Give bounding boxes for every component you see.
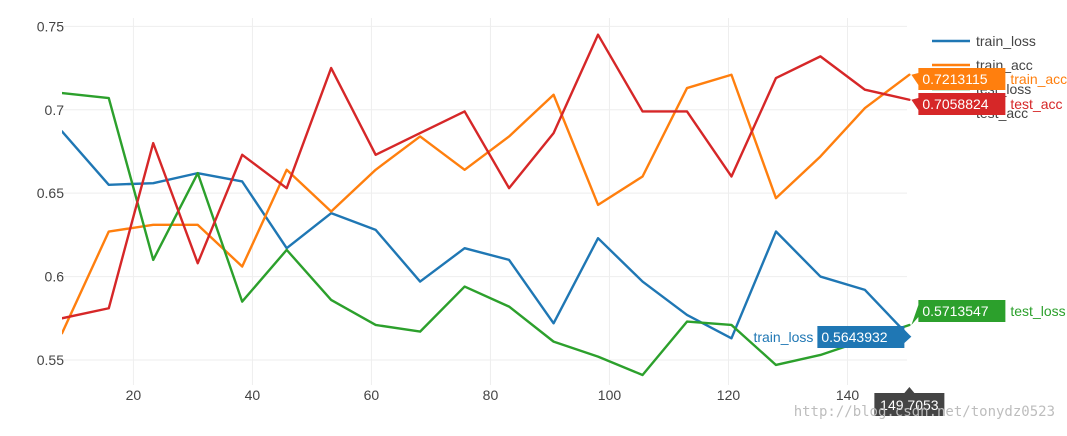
- hover-box: [911, 93, 1006, 115]
- y-tick-label: 0.6: [45, 269, 65, 285]
- y-tick-label: 0.65: [37, 185, 64, 201]
- hover-value: 0.5713547: [922, 303, 988, 319]
- series-line-test_loss[interactable]: [62, 91, 911, 377]
- hover-label-train_acc: 0.7213115 train_acc: [911, 68, 1067, 90]
- hover-label-test_loss: 0.5713547 test_loss: [911, 300, 1066, 325]
- x-tick-label: 140: [836, 387, 860, 403]
- x-tick-label: 40: [245, 387, 261, 403]
- hover-series-name: train_loss: [753, 329, 813, 345]
- x-tick-label: 20: [126, 387, 142, 403]
- hover-label-train_loss: 0.5643932 train_loss: [753, 326, 912, 348]
- hover-value: 0.7213115: [922, 71, 987, 87]
- hover-labels: 149.7053 0.7213115 train_acc 0.7058824 test_…: [753, 68, 1067, 416]
- plot-area[interactable]: [62, 33, 911, 377]
- hover-x-box: [874, 387, 945, 416]
- x-tick-label: 80: [483, 387, 499, 403]
- x-tick-label: 120: [717, 387, 741, 403]
- hover-box: [911, 68, 1006, 90]
- grid: [62, 18, 907, 385]
- hover-series-name: test_loss: [1010, 303, 1065, 319]
- hover-series-name: test_acc: [1010, 96, 1062, 112]
- hover-value: 0.7058824: [922, 96, 988, 112]
- hover-box: [911, 300, 1006, 325]
- axes: 20 40 60 80 100 120 140 0.55 0.6 0.65 0.7 0.75: [37, 18, 860, 403]
- hover-value: 0.5643932: [821, 329, 887, 345]
- x-tick-label: 100: [598, 387, 622, 403]
- x-tick-label: 60: [364, 387, 380, 403]
- y-tick-label: 0.55: [37, 352, 64, 368]
- watermark-text: http://blog.csdn.net/tonydz0523: [794, 404, 1055, 420]
- hover-box: [817, 326, 912, 348]
- series-line-test_acc[interactable]: [62, 33, 911, 320]
- legend-label: train_loss: [976, 33, 1036, 49]
- legend-item-train_loss[interactable]: train_loss: [932, 33, 1036, 49]
- series-line-train_loss[interactable]: [62, 130, 911, 340]
- y-tick-label: 0.75: [37, 18, 64, 34]
- y-tick-label: 0.7: [45, 102, 65, 118]
- hover-series-name: train_acc: [1010, 71, 1067, 87]
- series-line-train_acc[interactable]: [62, 73, 911, 335]
- hover-label-test_acc: 0.7058824 test_acc: [911, 93, 1063, 115]
- hover-x-label: 149.7053: [874, 387, 945, 416]
- hover-x-value: 149.7053: [880, 397, 939, 413]
